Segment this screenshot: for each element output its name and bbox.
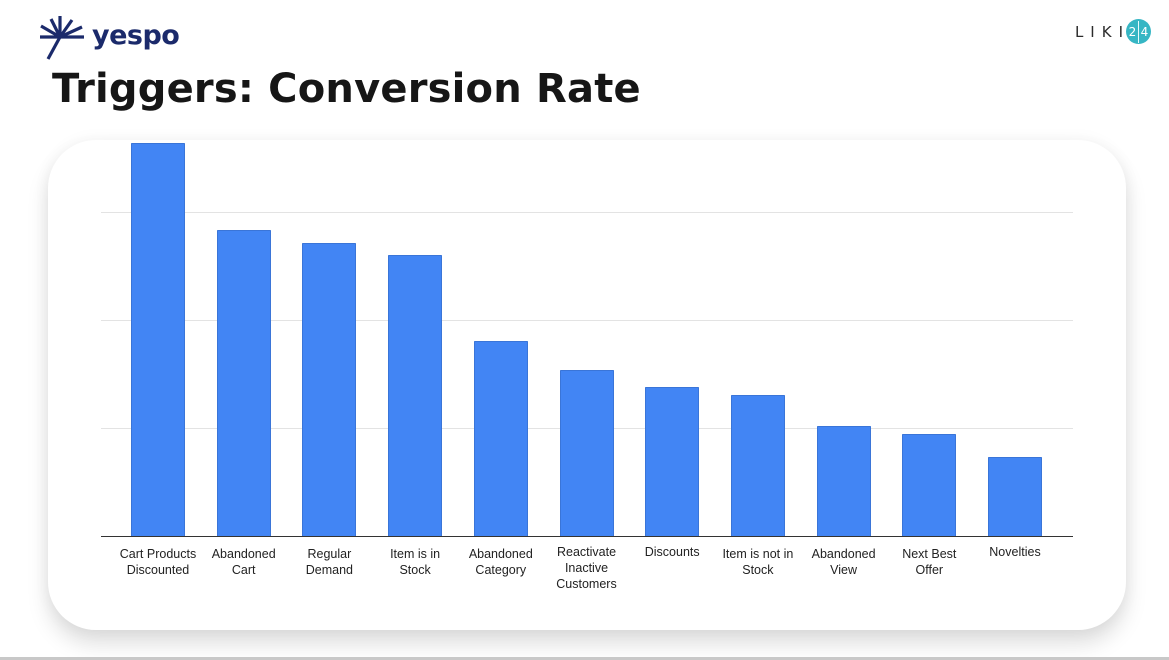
- bottom-divider: [0, 657, 1169, 660]
- x-axis-label: Novelties: [989, 545, 1041, 559]
- bar[interactable]: [902, 434, 957, 536]
- bar[interactable]: [388, 255, 443, 536]
- slide-title: Triggers: Conversion Rate: [52, 66, 641, 112]
- x-axis-label: Abandoned View: [811, 547, 876, 577]
- x-axis-label: Item is in Stock: [390, 547, 441, 577]
- gridline: [101, 212, 1073, 213]
- x-axis-label: Abandoned Category: [468, 547, 533, 577]
- bar[interactable]: [302, 243, 357, 536]
- yespo-burst-icon: [40, 16, 84, 60]
- bar[interactable]: [216, 230, 271, 536]
- x-axis-label: Next Best Offer: [902, 547, 957, 577]
- bar[interactable]: [816, 425, 871, 536]
- partner-badge-icon: 2 4: [1126, 19, 1151, 44]
- yespo-logo: yespo: [38, 16, 180, 60]
- bar[interactable]: [559, 369, 614, 536]
- badge-divider: [1138, 20, 1139, 43]
- x-axis-baseline: [101, 536, 1073, 537]
- bar[interactable]: [473, 340, 528, 536]
- x-axis-label: Regular Demand: [305, 547, 354, 577]
- x-axis-label: Discounts: [644, 545, 700, 559]
- bar[interactable]: [988, 457, 1042, 536]
- bar[interactable]: [730, 394, 785, 536]
- x-axis-label: Abandoned Cart: [211, 547, 276, 577]
- bar[interactable]: [645, 386, 700, 536]
- partner-badge-digit: 4: [1140, 24, 1149, 39]
- x-axis-label: Item is not in Stock: [722, 547, 794, 577]
- liki24-logo: LIKI 2 4: [1075, 19, 1151, 44]
- brand-name: yespo: [92, 19, 180, 51]
- x-axis-label: Reactivate Inactive Customers: [556, 545, 617, 591]
- bar-chart: Cart Products Discounted Abandoned Cart Re…: [101, 140, 1073, 600]
- gridline: [101, 320, 1073, 321]
- partner-logo-text: LIKI: [1074, 22, 1130, 41]
- partner-badge-digit: 2: [1128, 24, 1137, 39]
- x-axis-label: Cart Products Discounted: [119, 547, 197, 577]
- bar[interactable]: [131, 142, 185, 536]
